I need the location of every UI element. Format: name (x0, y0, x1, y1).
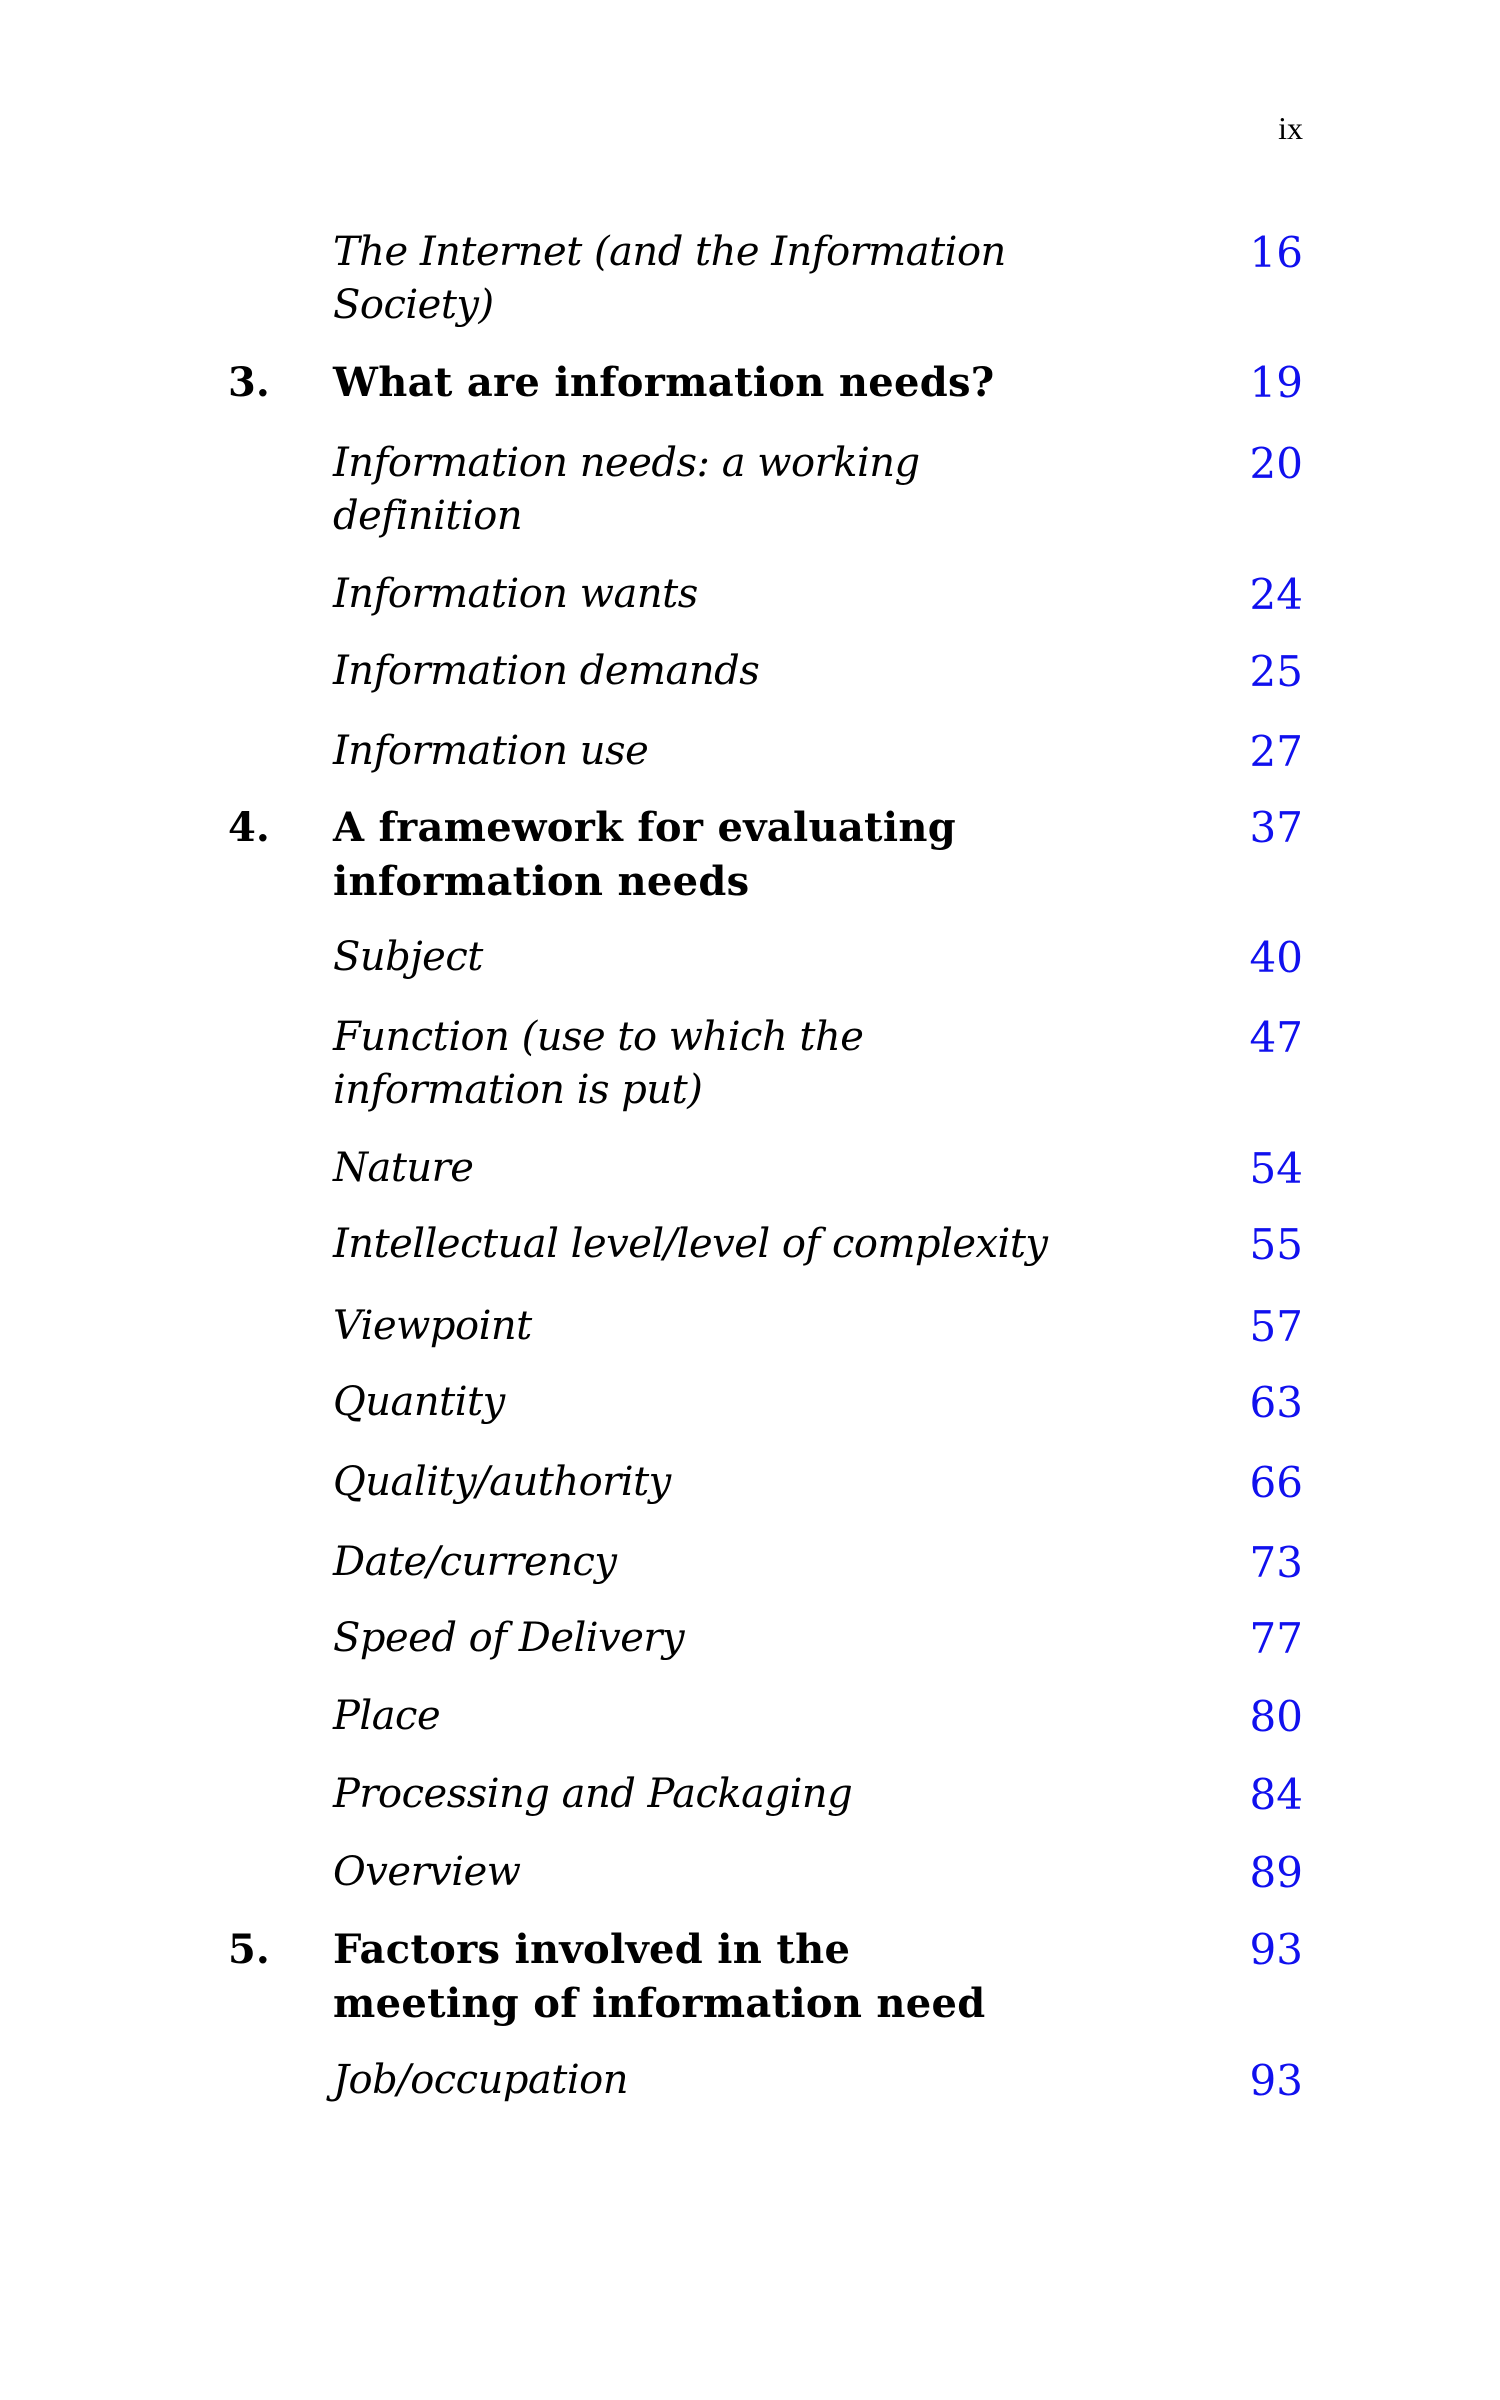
page-link[interactable]: 80 (1249, 1692, 1303, 1741)
entry-title-line: Processing and Packaging (333, 1771, 853, 1817)
entry-title-line: Information wants (333, 571, 698, 617)
entry-title-line: Society) (333, 282, 494, 328)
page-link[interactable]: 40 (1249, 933, 1303, 982)
entry-title-line: Information needs: a working (333, 440, 920, 486)
page-link[interactable]: 84 (1249, 1770, 1303, 1819)
chapter-number: 5. (228, 1926, 270, 1973)
page-link[interactable]: 54 (1249, 1144, 1303, 1193)
page-number: ix (1278, 110, 1303, 146)
page-link[interactable]: 93 (1249, 1925, 1303, 1974)
entry-title-line: Quantity (333, 1379, 505, 1425)
entry-title: Place (333, 1690, 441, 1743)
entry-title: Overview (333, 1846, 521, 1899)
entry-title-line: Date/currency (333, 1539, 617, 1585)
entry-title-line: Function (use to which the (333, 1014, 864, 1060)
page-link[interactable]: 57 (1249, 1302, 1303, 1351)
entry-title-line: The Internet (and the Information (333, 229, 1006, 275)
entry-title-line: A framework for evaluating (333, 804, 956, 851)
entry-title: Nature (333, 1142, 474, 1195)
page-link[interactable]: 77 (1249, 1614, 1303, 1663)
entry-title: Quality/authority (333, 1456, 671, 1509)
entry-title: Viewpoint (333, 1300, 532, 1353)
entry-title-line: information is put) (333, 1067, 703, 1113)
page-link[interactable]: 27 (1249, 727, 1303, 776)
entry-title: Intellectual level/level of complexity (333, 1218, 1048, 1271)
entry-title-line: Information use (333, 728, 649, 774)
entry-title: The Internet (and the Information Society… (333, 226, 1006, 332)
entry-title-line: Place (333, 1693, 441, 1739)
page-link[interactable]: 73 (1249, 1538, 1303, 1587)
entry-title-line: definition (333, 493, 523, 539)
chapter-number: 4. (228, 804, 270, 851)
entry-title-line: Subject (333, 934, 483, 980)
entry-title: Function (use to which the information is… (333, 1011, 864, 1117)
entry-title: Factors involved in the meeting of inform… (333, 1923, 986, 2031)
page-link[interactable]: 55 (1249, 1220, 1303, 1269)
entry-title: Quantity (333, 1376, 505, 1429)
entry-title: Speed of Delivery (333, 1612, 685, 1665)
entry-title: Processing and Packaging (333, 1768, 853, 1821)
page-link[interactable]: 16 (1249, 228, 1303, 277)
entry-title-line: Nature (333, 1145, 474, 1191)
page-link[interactable]: 20 (1249, 439, 1303, 488)
page-link[interactable]: 93 (1249, 2056, 1303, 2105)
page-link[interactable]: 19 (1249, 358, 1303, 407)
page-link[interactable]: 63 (1249, 1378, 1303, 1427)
entry-title-line: Viewpoint (333, 1303, 532, 1349)
entry-title: Information needs: a working definition (333, 437, 920, 543)
page-link[interactable]: 66 (1249, 1458, 1303, 1507)
entry-title: A framework for evaluating information ne… (333, 801, 956, 909)
entry-title-line: Job/occupation (333, 2057, 629, 2103)
entry-title: Information demands (333, 645, 760, 698)
entry-title-line: information needs (333, 858, 750, 905)
page-link[interactable]: 89 (1249, 1848, 1303, 1897)
entry-title: Subject (333, 931, 483, 984)
page-link[interactable]: 24 (1249, 570, 1303, 619)
page-link[interactable]: 25 (1249, 647, 1303, 696)
entry-title-line: Factors involved in the (333, 1926, 851, 1973)
entry-title-line: Information demands (333, 648, 760, 694)
page-link[interactable]: 47 (1249, 1013, 1303, 1062)
entry-title: Information wants (333, 568, 698, 621)
entry-title: Date/currency (333, 1536, 617, 1589)
entry-title-line: Speed of Delivery (333, 1615, 685, 1661)
entry-title: Job/occupation (333, 2054, 629, 2107)
chapter-number: 3. (228, 359, 270, 406)
entry-title: Information use (333, 725, 649, 778)
entry-title-line: meeting of information need (333, 1980, 986, 2027)
entry-title-line: Overview (333, 1849, 521, 1895)
page-link[interactable]: 37 (1249, 803, 1303, 852)
entry-title: What are information needs? (333, 356, 995, 410)
entry-title-line: Quality/authority (333, 1459, 671, 1505)
entry-title-line: Intellectual level/level of complexity (333, 1221, 1048, 1267)
entry-title-line: What are information needs? (333, 359, 995, 406)
